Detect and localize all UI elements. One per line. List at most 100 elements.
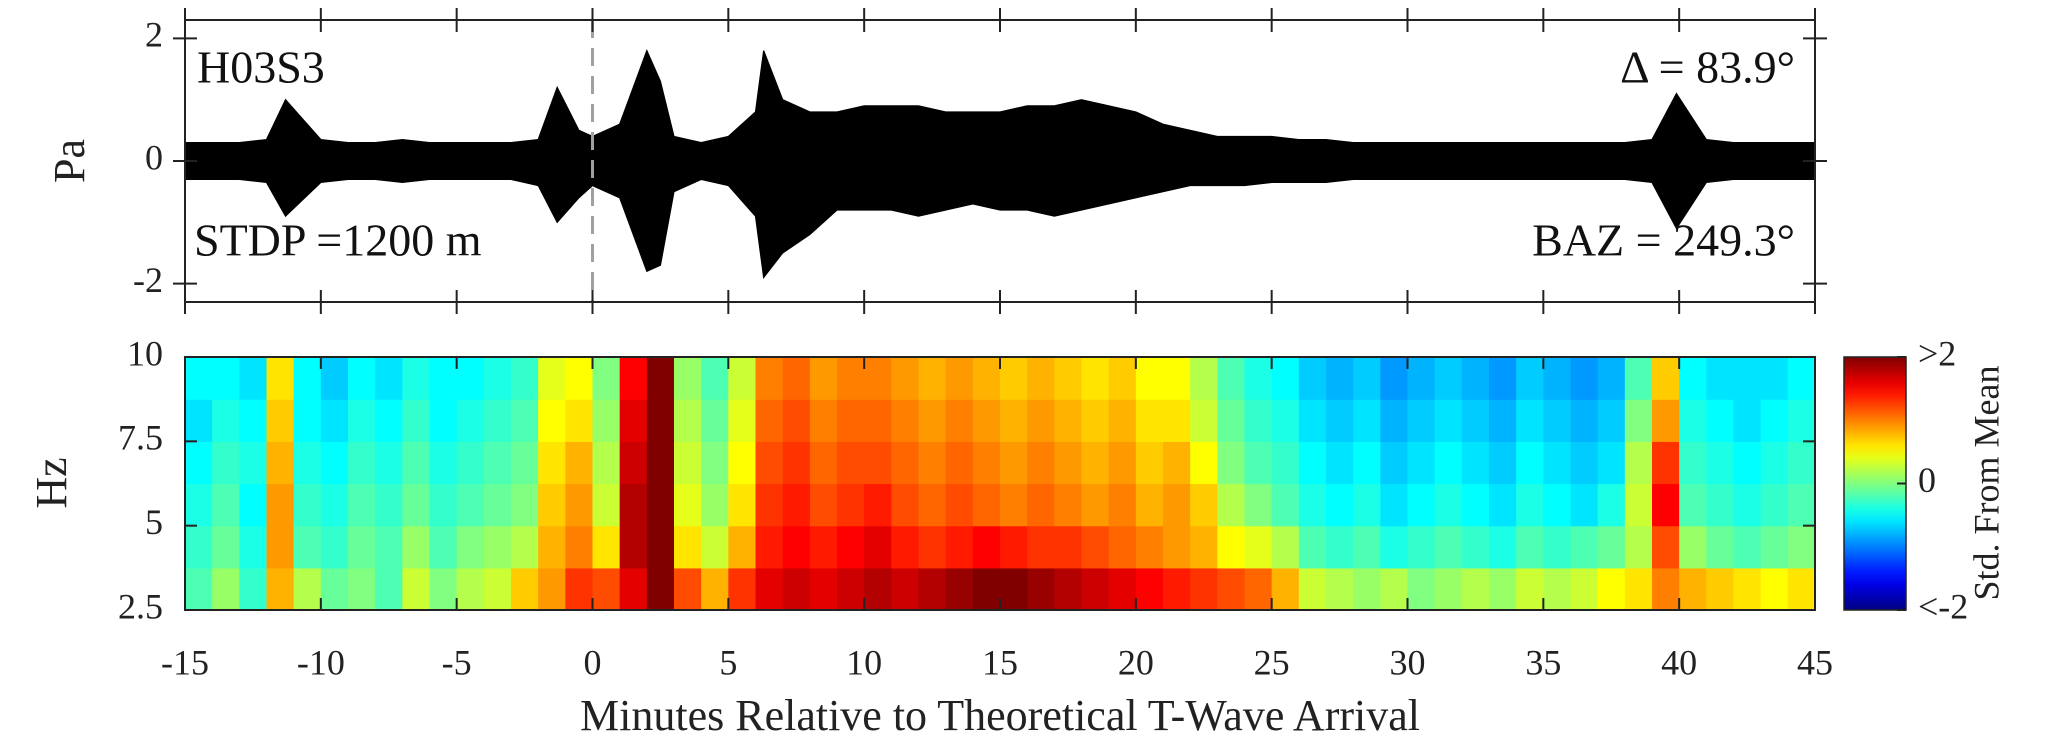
heatmap-cell — [348, 357, 376, 400]
heatmap-cell — [538, 525, 566, 569]
heatmap-cell — [1108, 441, 1137, 485]
heatmap-cell — [1434, 357, 1463, 400]
x-tick-label: 25 — [1254, 642, 1290, 682]
colorbar-tick-label: <-2 — [1918, 586, 1968, 626]
heatmap-cell — [1706, 441, 1735, 485]
heatmap-cell — [1271, 525, 1300, 569]
heatmap-cell — [1108, 525, 1137, 569]
x-tick-label: -5 — [442, 642, 472, 682]
heatmap-cell — [701, 357, 729, 400]
y-tick-label: 2.5 — [118, 586, 163, 626]
heatmap-cell — [1760, 567, 1789, 611]
heatmap-cell — [483, 483, 512, 527]
heatmap-cell — [538, 399, 566, 442]
heatmap-cell — [402, 567, 431, 611]
x-tick-label: 40 — [1661, 642, 1697, 682]
heatmap-cell — [918, 357, 947, 400]
heatmap-cell — [701, 441, 729, 485]
heatmap-cell — [755, 525, 784, 569]
heatmap-cell — [1298, 525, 1327, 569]
heatmap-cell — [212, 357, 240, 400]
heatmap-cell — [1217, 441, 1246, 485]
heatmap-cell — [1000, 399, 1028, 442]
heatmap-cell — [1407, 399, 1436, 442]
heatmap-cell — [646, 441, 675, 485]
heatmap-cell — [511, 567, 539, 611]
heatmap-cell — [864, 567, 892, 611]
heatmap-cell — [1624, 567, 1653, 611]
heatmap-cell — [402, 399, 431, 442]
heatmap-cell — [1434, 441, 1463, 485]
heatmap-cell — [619, 525, 648, 569]
heatmap-cell — [1760, 525, 1789, 569]
heatmap-cell — [511, 525, 539, 569]
heatmap-cell — [1271, 357, 1300, 400]
heatmap-cell — [1434, 525, 1463, 569]
heatmap-cell — [674, 483, 702, 527]
heatmap-cell — [483, 525, 512, 569]
heatmap-cell — [1706, 483, 1735, 527]
heatmap-cell — [266, 441, 295, 485]
heatmap-cell — [891, 567, 920, 611]
heatmap-cell — [1217, 567, 1246, 611]
heatmap-cell — [728, 483, 757, 527]
heatmap-cell — [1108, 357, 1137, 400]
y-tick-label: -2 — [133, 260, 163, 300]
heatmap-cell — [185, 567, 213, 611]
heatmap-cell — [1163, 399, 1191, 442]
x-tick-label: 0 — [584, 642, 602, 682]
colorbar — [1843, 356, 1907, 611]
heatmap-cell — [1733, 483, 1762, 527]
heatmap-cell — [1163, 441, 1191, 485]
heatmap-cell — [1190, 399, 1218, 442]
heatmap-cell — [565, 483, 594, 527]
heatmap-cell — [891, 483, 920, 527]
heatmap-cell — [945, 441, 974, 485]
heatmap-cell — [320, 525, 349, 569]
x-tick-label: -15 — [161, 642, 209, 682]
heatmap-cell — [1163, 483, 1191, 527]
x-tick-label: 20 — [1118, 642, 1154, 682]
heatmap-cell — [375, 357, 403, 400]
heatmap-cell — [375, 483, 403, 527]
heatmap-cell — [375, 567, 403, 611]
heatmap-cell — [320, 567, 349, 611]
heatmap-cell — [1760, 441, 1789, 485]
y-axis-label: Pa — [45, 139, 94, 183]
heatmap-cell — [1081, 357, 1110, 400]
heatmap-cell — [1624, 357, 1653, 400]
heatmap-cell — [1244, 441, 1273, 485]
heatmap-cell — [511, 357, 539, 400]
heatmap-cell — [701, 483, 729, 527]
heatmap-cell — [945, 525, 974, 569]
heatmap-cell — [1271, 399, 1300, 442]
heatmap-cell — [1271, 483, 1300, 527]
heatmap-cell — [1380, 441, 1409, 485]
heatmap-cell — [755, 567, 784, 611]
heatmap-cell — [1353, 399, 1381, 442]
heatmap-cell — [402, 441, 431, 485]
heatmap-cell — [1380, 357, 1409, 400]
heatmap-cell — [1570, 399, 1599, 442]
heatmap-cell — [755, 357, 784, 400]
heatmap-cell — [837, 567, 865, 611]
heatmap-cell — [1597, 483, 1626, 527]
heatmap-cell — [1543, 567, 1572, 611]
heatmap-cell — [891, 357, 920, 400]
heatmap-cell — [1027, 441, 1055, 485]
heatmap-cell — [837, 357, 865, 400]
heatmap-cell — [375, 399, 403, 442]
heatmap-cell — [511, 483, 539, 527]
heatmap-cell — [891, 399, 920, 442]
heatmap-cell — [565, 525, 594, 569]
heatmap-cell — [1271, 441, 1300, 485]
heatmap-cell — [1407, 441, 1436, 485]
heatmap-cell — [185, 399, 213, 442]
heatmap-cell — [1027, 483, 1055, 527]
heatmap-cell — [1624, 399, 1653, 442]
heatmap-cell — [674, 399, 702, 442]
heatmap-cell — [1081, 483, 1110, 527]
heatmap-cell — [293, 357, 322, 400]
heatmap-cell — [646, 525, 675, 569]
heatmap-cell — [348, 525, 376, 569]
